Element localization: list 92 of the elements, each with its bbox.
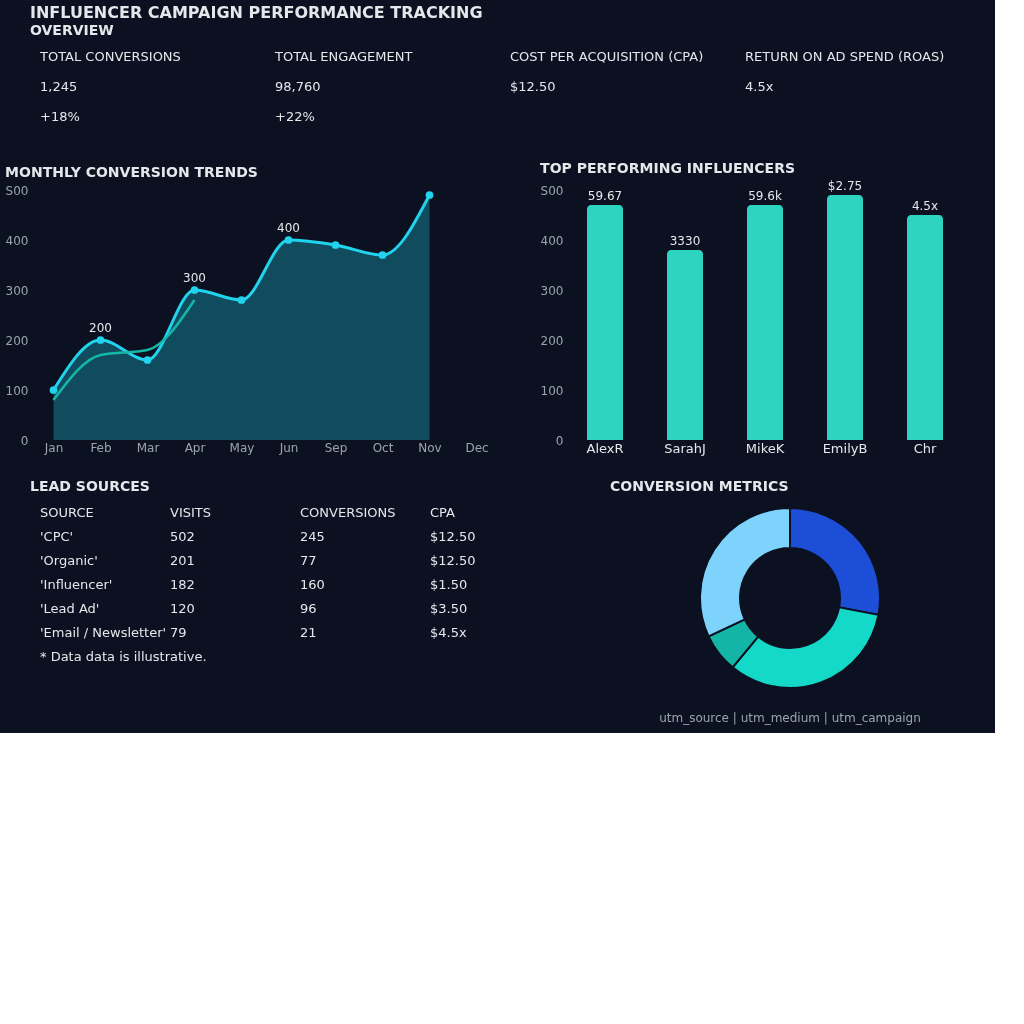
point — [237, 296, 246, 304]
bar — [667, 250, 703, 440]
text: CPA — [430, 505, 456, 520]
y-tick-label: S00 — [5, 183, 29, 198]
text: RETURN ON AD SPEND (ROAS) — [745, 49, 945, 64]
bar — [827, 195, 863, 440]
text: LEAD SOURCES — [30, 478, 150, 494]
point — [190, 286, 199, 294]
x-tick-label: MikeK — [745, 440, 785, 456]
text: OVERVIEW — [30, 22, 114, 38]
text: TOTAL ENGAGEMENT — [274, 49, 413, 64]
bar — [587, 205, 623, 440]
y-tick-label: S00 — [540, 183, 564, 198]
text: 'CPC' — [40, 529, 74, 544]
text: +22% — [275, 109, 315, 124]
x-tick-label: Mar — [136, 440, 160, 455]
text: $12.50 — [510, 79, 556, 94]
x-tick-label: Jun — [278, 440, 299, 455]
text: 79 — [170, 625, 187, 640]
text: 77 — [300, 553, 317, 568]
text: 98,760 — [275, 79, 321, 94]
text: 'Email / Newsletter' — [40, 625, 167, 640]
text: 'Lead Ad' — [40, 601, 100, 616]
text: 96 — [300, 601, 317, 616]
y-tick-label: 400 — [540, 233, 564, 248]
point — [143, 356, 152, 364]
bar — [907, 215, 943, 440]
x-tick-label: Nov — [418, 440, 442, 455]
bar — [747, 205, 783, 440]
x-tick-label: Sep — [324, 440, 348, 455]
x-tick-label: EmilyB — [822, 440, 868, 456]
x-tick-label: Dec — [465, 440, 489, 455]
point — [96, 336, 105, 344]
chart-title: TOP PERFORMING INFLUENCERS — [540, 160, 796, 176]
y-tick-label: 0 — [20, 433, 29, 448]
y-tick-label: 200 — [5, 333, 29, 348]
text: $3.50 — [430, 601, 468, 616]
x-tick-label: Chr — [913, 440, 937, 456]
text: SOURCE — [40, 505, 94, 520]
text: $4.5x — [430, 625, 467, 640]
x-tick-label: AlexR — [586, 440, 624, 456]
text: * Data data is illustrative. — [40, 649, 207, 664]
annotation: 59.67 — [587, 189, 623, 203]
annotation: 59.6k — [748, 189, 782, 203]
text: $12.50 — [430, 553, 476, 568]
text: +18% — [40, 109, 80, 124]
x-tick-label: May — [229, 440, 255, 455]
point — [331, 241, 340, 249]
y-tick-label: 100 — [5, 383, 29, 398]
y-tick-label: 0 — [555, 433, 564, 448]
y-tick-label: 400 — [5, 233, 29, 248]
text: 1,245 — [40, 79, 78, 94]
text: $1.50 — [430, 577, 468, 592]
annotation: 3330 — [669, 234, 701, 248]
text: CONVERSIONS — [300, 505, 396, 520]
x-tick-label: Oct — [372, 440, 394, 455]
x-tick-label: Feb — [90, 440, 112, 455]
point — [425, 191, 434, 199]
annotation: $2.75 — [827, 179, 863, 193]
text: 4.5x — [745, 79, 774, 94]
text: 182 — [170, 577, 195, 592]
chart-title: CONVERSION METRICS — [610, 478, 789, 494]
text: 245 — [300, 529, 325, 544]
x-tick-label: Jan — [43, 440, 64, 455]
text: utm_source | utm_medium | utm_campaign — [659, 711, 921, 725]
text: VISITS — [170, 505, 212, 520]
chart-title: MONTHLY CONVERSION TRENDS — [5, 164, 258, 180]
text: TOTAL CONVERSIONS — [39, 49, 181, 64]
y-tick-label: 300 — [5, 283, 29, 298]
text: INFLUENCER CAMPAIGN PERFORMANCE TRACKING — [30, 3, 483, 22]
x-tick-label: Apr — [184, 440, 206, 455]
data-label: 300 — [183, 271, 206, 285]
text: $12.50 — [430, 529, 476, 544]
text: 160 — [300, 577, 325, 592]
text: 201 — [170, 553, 195, 568]
point — [284, 236, 293, 244]
text: 'Organic' — [40, 553, 98, 568]
point — [378, 251, 387, 259]
point — [49, 386, 58, 394]
text: 120 — [170, 601, 195, 616]
annotation: 4.5x — [911, 199, 939, 213]
y-tick-label: 200 — [540, 333, 564, 348]
data-label: 400 — [277, 221, 300, 235]
text: COST PER ACQUISITION (CPA) — [510, 49, 704, 64]
x-tick-label: SarahJ — [664, 440, 706, 456]
text: 'Influencer' — [40, 577, 113, 592]
text: 21 — [300, 625, 317, 640]
text: 502 — [170, 529, 195, 544]
line-series — [52, 298, 196, 402]
y-tick-label: 300 — [540, 283, 564, 298]
data-label: 200 — [89, 321, 112, 335]
y-tick-label: 100 — [540, 383, 564, 398]
